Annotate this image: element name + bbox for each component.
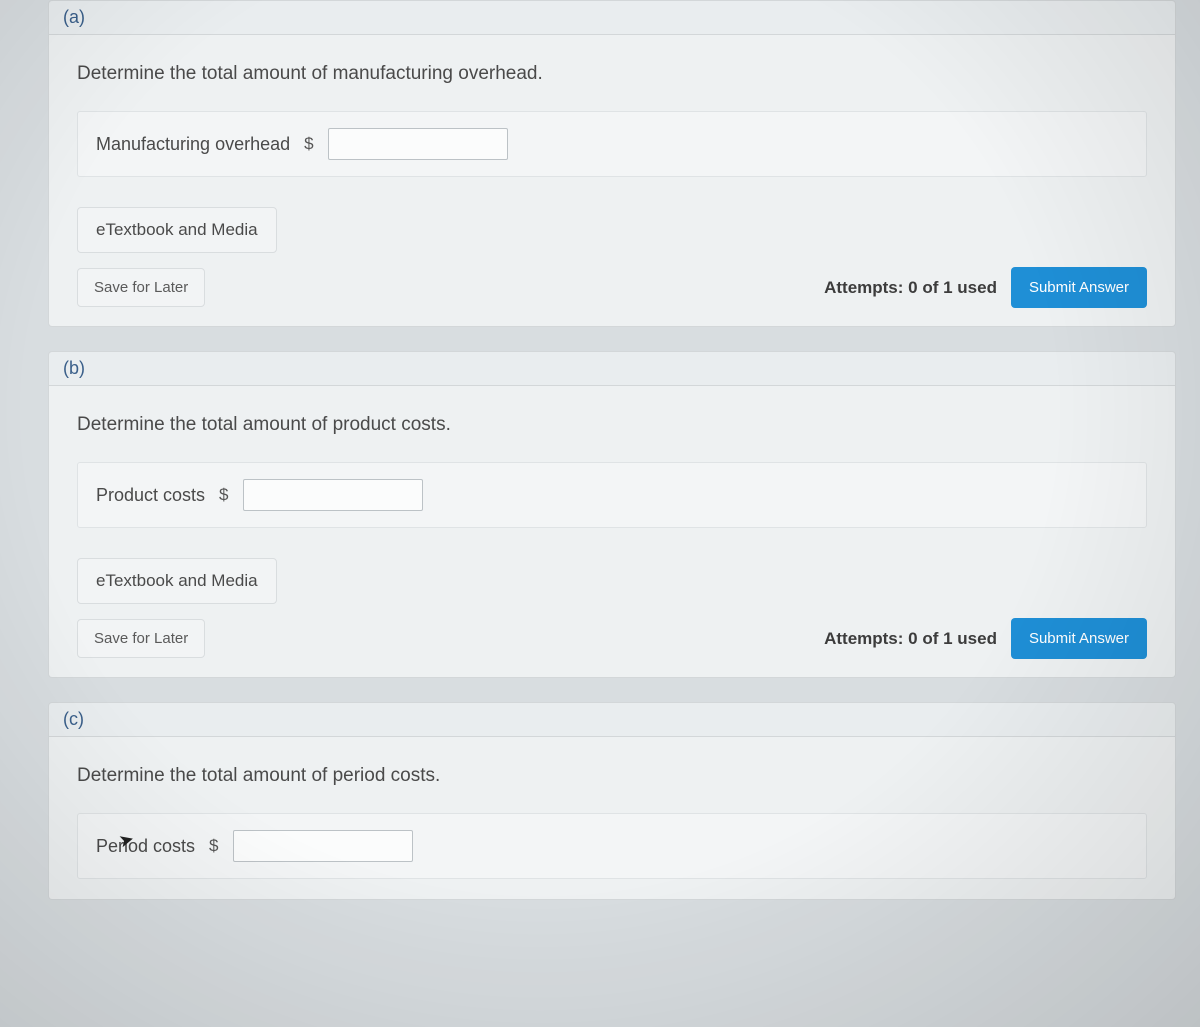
save-for-later-button[interactable]: Save for Later bbox=[77, 268, 205, 307]
part-b-attempts: Attempts: 0 of 1 used bbox=[824, 629, 997, 649]
part-c-tag: (c) bbox=[63, 709, 84, 729]
save-for-later-button[interactable]: Save for Later bbox=[77, 619, 205, 658]
manufacturing-overhead-input[interactable] bbox=[328, 128, 508, 160]
currency-symbol: $ bbox=[219, 485, 228, 505]
submit-answer-button[interactable]: Submit Answer bbox=[1011, 267, 1147, 308]
period-costs-input[interactable] bbox=[233, 830, 413, 862]
part-b-right-group: Attempts: 0 of 1 used Submit Answer bbox=[824, 618, 1147, 659]
part-a-answer-row: Manufacturing overhead $ bbox=[77, 111, 1147, 177]
period-costs-label: Period costs bbox=[96, 836, 195, 857]
product-costs-label: Product costs bbox=[96, 485, 205, 506]
submit-answer-button[interactable]: Submit Answer bbox=[1011, 618, 1147, 659]
part-a-attempts: Attempts: 0 of 1 used bbox=[824, 278, 997, 298]
part-a-footer: Save for Later Attempts: 0 of 1 used Sub… bbox=[77, 261, 1147, 318]
product-costs-input[interactable] bbox=[243, 479, 423, 511]
part-c-prompt: Determine the total amount of period cos… bbox=[77, 765, 1147, 787]
part-a-body: Determine the total amount of manufactur… bbox=[48, 35, 1176, 327]
part-c-answer-row: Period costs $ bbox=[77, 813, 1147, 879]
manufacturing-overhead-label: Manufacturing overhead bbox=[96, 134, 290, 155]
part-a-prompt: Determine the total amount of manufactur… bbox=[77, 63, 1147, 85]
etextbook-media-button[interactable]: eTextbook and Media bbox=[77, 558, 277, 604]
part-b-answer-row: Product costs $ bbox=[77, 462, 1147, 528]
question-page: (a) Determine the total amount of manufa… bbox=[0, 0, 1200, 924]
etextbook-media-button[interactable]: eTextbook and Media bbox=[77, 207, 277, 253]
part-b-tag: (b) bbox=[63, 358, 85, 378]
part-c-header: (c) bbox=[48, 702, 1176, 737]
part-b-footer: Save for Later Attempts: 0 of 1 used Sub… bbox=[77, 612, 1147, 669]
part-a-header: (a) bbox=[48, 0, 1176, 35]
part-a-tag: (a) bbox=[63, 7, 85, 27]
part-b-body: Determine the total amount of product co… bbox=[48, 386, 1176, 678]
part-a-right-group: Attempts: 0 of 1 used Submit Answer bbox=[824, 267, 1147, 308]
currency-symbol: $ bbox=[209, 836, 218, 856]
currency-symbol: $ bbox=[304, 134, 313, 154]
part-c-body: Determine the total amount of period cos… bbox=[48, 737, 1176, 900]
part-b-prompt: Determine the total amount of product co… bbox=[77, 414, 1147, 436]
part-b-header: (b) bbox=[48, 351, 1176, 386]
